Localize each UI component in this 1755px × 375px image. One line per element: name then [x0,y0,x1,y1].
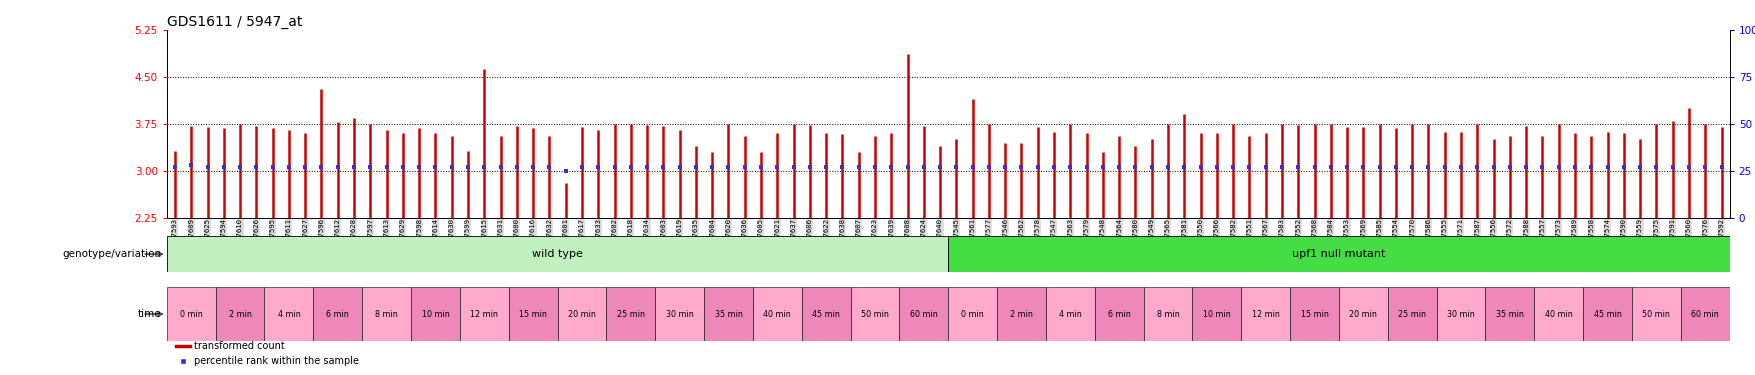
Bar [362,287,411,341]
Bar [655,287,704,341]
Text: 15 min: 15 min [1300,310,1329,319]
Text: GDS1611 / 5947_at: GDS1611 / 5947_at [167,15,302,29]
Bar [802,287,849,341]
Text: genotype/variation: genotype/variation [63,249,161,259]
Text: 45 min: 45 min [1594,310,1620,319]
Text: 4 min: 4 min [1058,310,1081,319]
Text: 20 min: 20 min [1348,310,1376,319]
Bar [1192,287,1241,341]
Bar [1436,287,1485,341]
Text: 2 min: 2 min [228,310,251,319]
Text: 40 min: 40 min [763,310,792,319]
Text: 0 min: 0 min [179,310,202,319]
Bar [1093,287,1143,341]
Bar [411,287,460,341]
Bar [753,287,802,341]
Text: 45 min: 45 min [813,310,839,319]
Text: 25 min: 25 min [1397,310,1425,319]
Text: 15 min: 15 min [519,310,548,319]
Legend: transformed count, percentile rank within the sample: transformed count, percentile rank withi… [172,338,363,370]
Bar [1386,287,1436,341]
Bar [216,287,265,341]
Bar [1630,287,1680,341]
Text: 8 min: 8 min [376,310,398,319]
Bar [1241,287,1290,341]
Bar [312,287,362,341]
Text: 50 min: 50 min [1641,310,1669,319]
Bar [997,287,1046,341]
Bar [605,287,655,341]
Text: 30 min: 30 min [1446,310,1474,319]
Bar [1143,287,1192,341]
Bar [704,287,753,341]
Bar [558,287,605,341]
Bar [265,287,312,341]
Bar [460,287,509,341]
Text: wild type: wild type [532,249,583,259]
Text: 8 min: 8 min [1157,310,1179,319]
Bar [1583,287,1630,341]
Text: 20 min: 20 min [567,310,595,319]
Bar [899,287,948,341]
Bar [948,236,1729,272]
Bar [1680,287,1729,341]
Text: 12 min: 12 min [1251,310,1279,319]
Bar [167,287,216,341]
Text: 50 min: 50 min [860,310,888,319]
Bar [1046,287,1093,341]
Text: 25 min: 25 min [616,310,644,319]
Text: 60 min: 60 min [909,310,937,319]
Bar [849,287,899,341]
Text: 10 min: 10 min [421,310,449,319]
Text: 12 min: 12 min [470,310,498,319]
Text: 4 min: 4 min [277,310,300,319]
Text: 2 min: 2 min [1009,310,1032,319]
Bar [948,287,997,341]
Text: 60 min: 60 min [1690,310,1718,319]
Bar [1290,287,1337,341]
Text: 10 min: 10 min [1202,310,1230,319]
Text: 6 min: 6 min [1107,310,1130,319]
Bar [1485,287,1534,341]
Bar [1534,287,1583,341]
Text: 30 min: 30 min [665,310,693,319]
Text: time: time [139,309,161,319]
Text: 35 min: 35 min [714,310,742,319]
Text: 35 min: 35 min [1495,310,1523,319]
Text: upf1 null mutant: upf1 null mutant [1292,249,1385,259]
Text: 40 min: 40 min [1544,310,1572,319]
Bar [509,287,558,341]
Text: 0 min: 0 min [960,310,983,319]
Bar [167,236,948,272]
Text: 6 min: 6 min [326,310,349,319]
Bar [1337,287,1386,341]
